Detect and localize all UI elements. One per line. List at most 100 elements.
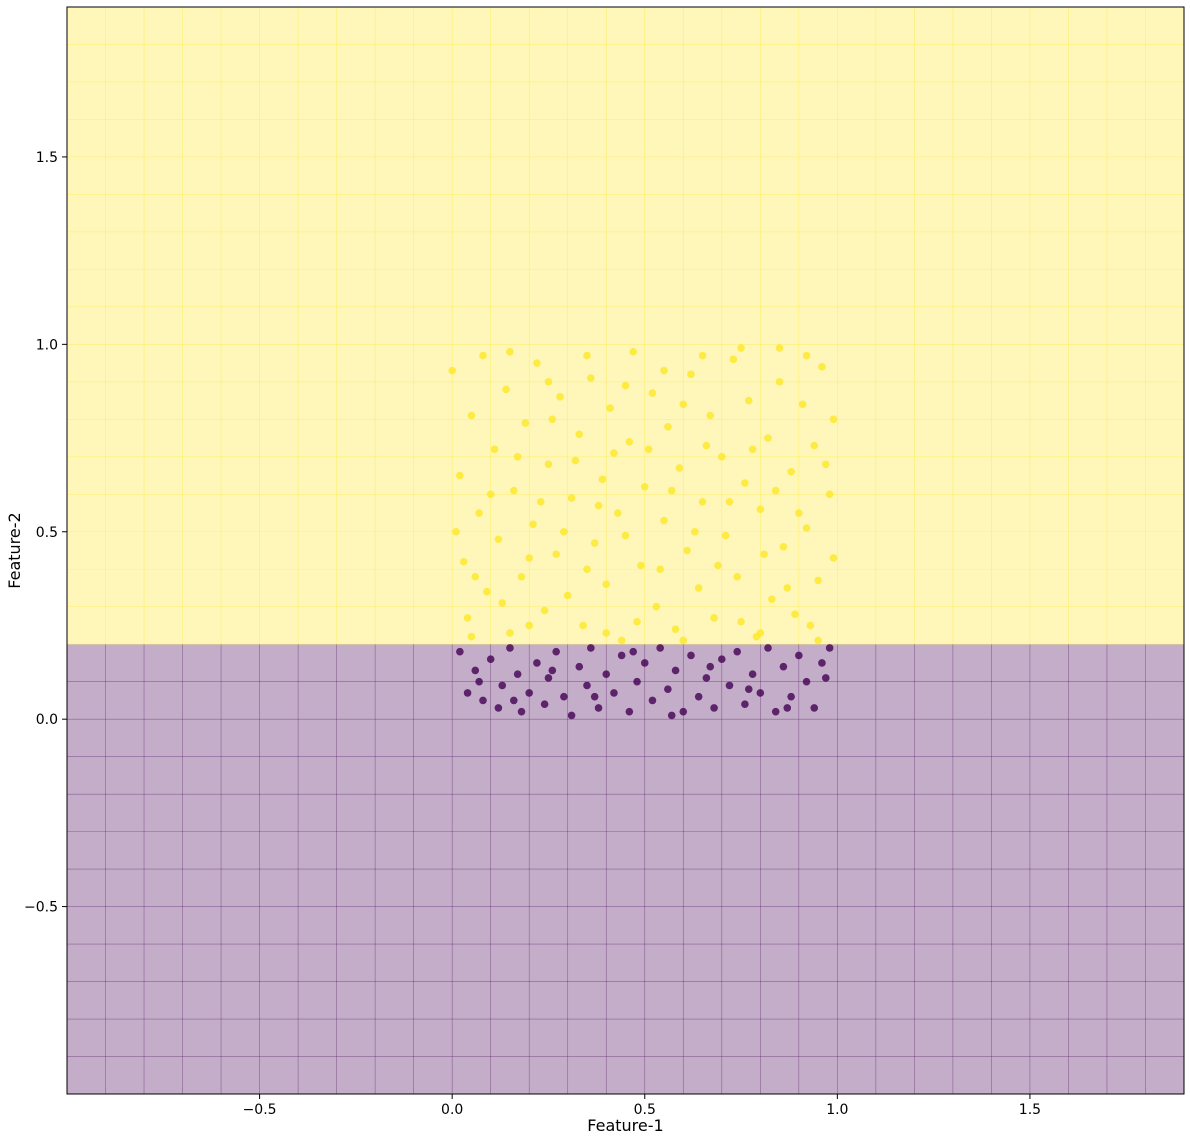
data-point-class-0	[764, 644, 772, 652]
data-point-class-1	[506, 629, 514, 637]
data-point-class-1	[506, 348, 514, 356]
data-point-class-1	[617, 636, 626, 645]
mesh-grid	[66, 6, 1185, 1095]
data-point-class-1	[729, 355, 738, 364]
data-point-class-0	[810, 704, 819, 712]
scatter-points	[448, 344, 838, 720]
data-point-class-1	[583, 565, 591, 574]
data-point-class-1	[594, 501, 603, 510]
data-point-class-1	[648, 389, 657, 397]
data-point-class-1	[787, 467, 795, 476]
data-point-class-0	[771, 707, 780, 716]
data-point-class-1	[768, 595, 776, 604]
data-point-class-0	[629, 647, 638, 656]
data-point-class-1	[483, 587, 491, 596]
data-point-class-0	[671, 666, 680, 675]
data-point-class-0	[694, 692, 703, 701]
data-point-class-1	[448, 366, 456, 375]
data-point-class-1	[644, 445, 653, 454]
data-point-class-1	[602, 629, 611, 637]
data-point-class-1	[533, 359, 541, 367]
data-point-class-1	[825, 490, 834, 499]
data-point-class-0	[667, 711, 676, 720]
y-tick-label: 0.5	[36, 525, 58, 541]
x-tick-label: 1.5	[1019, 1102, 1041, 1118]
data-point-class-1	[583, 351, 591, 360]
data-point-class-0	[821, 674, 830, 682]
data-point-class-0	[456, 647, 464, 656]
data-point-class-1	[471, 572, 480, 581]
data-point-class-1	[829, 415, 838, 424]
data-point-class-1	[660, 366, 668, 375]
data-point-class-1	[517, 572, 526, 581]
data-point-class-1	[771, 486, 780, 495]
x-tick-label: 0.0	[441, 1102, 463, 1118]
data-point-class-1	[691, 527, 699, 536]
data-point-class-0	[475, 677, 483, 686]
data-point-class-0	[744, 685, 753, 693]
data-point-class-1	[552, 550, 560, 559]
data-point-class-0	[748, 670, 757, 678]
y-axis-label: Feature-2	[5, 512, 24, 588]
y-tick-label: 1.0	[36, 337, 58, 353]
data-point-class-1	[529, 520, 537, 529]
y-axis: −0.5 0.0 0.5 1.0 1.5	[24, 150, 67, 916]
data-point-class-1	[737, 617, 745, 626]
data-point-class-1	[513, 452, 522, 461]
data-point-class-1	[625, 438, 634, 446]
data-point-class-1	[525, 621, 534, 630]
data-point-class-1	[525, 554, 534, 562]
data-point-class-1	[783, 584, 792, 592]
data-point-class-1	[806, 621, 815, 630]
data-point-class-1	[748, 445, 757, 454]
data-point-class-1	[610, 449, 618, 457]
data-point-class-1	[479, 351, 487, 360]
data-point-class-0	[498, 681, 507, 690]
data-point-class-0	[544, 674, 553, 682]
data-point-class-0	[656, 644, 664, 652]
data-point-class-1	[548, 415, 557, 424]
data-point-class-1	[725, 497, 734, 506]
data-point-class-1	[563, 591, 572, 600]
data-point-class-1	[810, 441, 819, 450]
data-point-class-1	[463, 614, 472, 622]
data-point-class-1	[652, 602, 661, 611]
data-point-class-0	[583, 681, 591, 690]
data-point-class-1	[764, 434, 772, 442]
data-point-class-1	[579, 621, 587, 630]
data-point-class-1	[818, 363, 826, 371]
x-tick-label: 1.0	[826, 1102, 848, 1118]
data-point-class-1	[671, 625, 680, 634]
decision-region-class-0	[67, 644, 1184, 1094]
data-point-class-1	[675, 464, 684, 472]
data-point-class-1	[629, 348, 638, 356]
data-point-class-0	[733, 647, 741, 656]
data-point-class-1	[637, 561, 645, 570]
y-tick-label: −0.5	[24, 900, 58, 916]
data-point-class-1	[640, 482, 649, 491]
data-point-class-1	[710, 614, 718, 622]
data-point-class-1	[667, 486, 676, 495]
data-point-class-1	[821, 460, 830, 469]
data-point-class-0	[795, 651, 803, 660]
data-point-class-1	[706, 411, 715, 420]
data-point-class-1	[575, 430, 584, 439]
data-point-class-1	[733, 572, 741, 581]
data-point-class-1	[737, 344, 745, 352]
data-point-class-0	[552, 647, 560, 656]
data-point-class-0	[725, 681, 734, 690]
data-point-class-1	[687, 370, 695, 379]
data-point-class-0	[513, 670, 522, 678]
data-point-class-1	[459, 557, 468, 566]
data-point-class-0	[540, 700, 549, 708]
data-point-class-0	[783, 704, 792, 712]
data-point-class-1	[802, 351, 811, 360]
data-point-class-1	[452, 527, 460, 536]
data-point-class-0	[706, 662, 715, 671]
data-point-class-0	[802, 677, 811, 686]
data-point-class-1	[571, 456, 580, 465]
data-point-class-1	[502, 385, 510, 394]
x-axis: −0.5 0.0 0.5 1.0 1.5	[243, 1094, 1041, 1118]
data-point-class-1	[660, 516, 668, 525]
